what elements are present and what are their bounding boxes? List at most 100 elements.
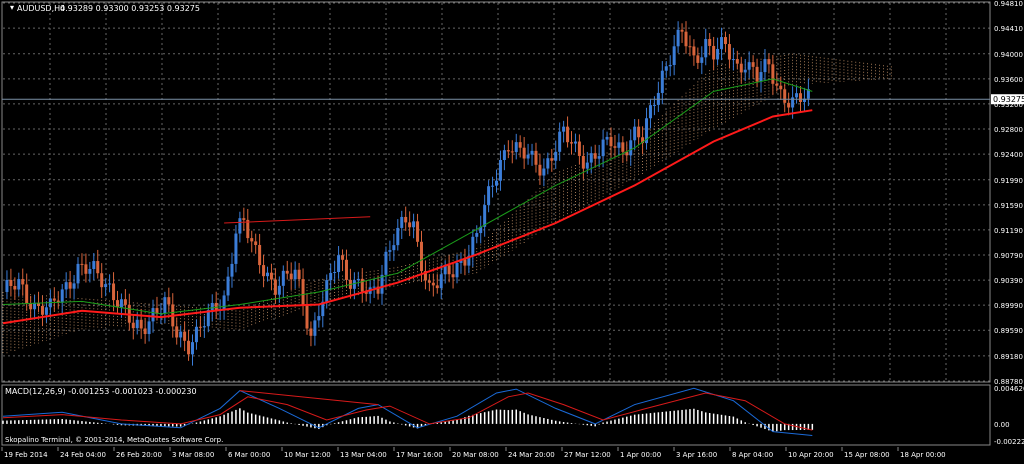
candle-body[interactable] — [491, 185, 495, 187]
candle-body[interactable] — [64, 282, 68, 290]
candle-body[interactable] — [787, 102, 791, 108]
candle-body[interactable] — [123, 299, 127, 305]
candle-body[interactable] — [277, 285, 281, 295]
candle-body[interactable] — [380, 274, 384, 294]
candle-body[interactable] — [577, 141, 581, 156]
candle-body[interactable] — [33, 302, 37, 310]
candle-body[interactable] — [329, 272, 333, 281]
candle-body[interactable] — [179, 331, 183, 338]
candle-body[interactable] — [696, 55, 700, 63]
candle-body[interactable] — [37, 302, 41, 306]
candle-body[interactable] — [234, 233, 238, 264]
candle-body[interactable] — [688, 46, 692, 48]
candle-body[interactable] — [463, 259, 467, 266]
candle-body[interactable] — [254, 241, 258, 245]
candle-body[interactable] — [5, 280, 9, 292]
candle-body[interactable] — [451, 274, 455, 278]
candle-body[interactable] — [771, 64, 775, 84]
candle-body[interactable] — [605, 136, 609, 140]
candle-body[interactable] — [305, 304, 309, 329]
candle-body[interactable] — [712, 45, 716, 60]
candle-body[interactable] — [194, 326, 198, 343]
candle-body[interactable] — [419, 241, 423, 272]
candle-body[interactable] — [427, 280, 431, 283]
candle-body[interactable] — [151, 308, 155, 322]
candle-body[interactable] — [720, 37, 724, 49]
candle-body[interactable] — [526, 154, 530, 159]
candle-body[interactable] — [206, 310, 210, 327]
candle-body[interactable] — [273, 279, 277, 295]
candle-body[interactable] — [309, 328, 313, 336]
candle-body[interactable] — [806, 89, 810, 99]
candle-body[interactable] — [704, 38, 708, 58]
candle-body[interactable] — [269, 272, 273, 280]
candle-body[interactable] — [727, 44, 731, 60]
candle-body[interactable] — [795, 93, 799, 98]
candle-body[interactable] — [739, 63, 743, 73]
candle-body[interactable] — [570, 142, 574, 144]
candle-body[interactable] — [147, 321, 151, 335]
candle-body[interactable] — [589, 153, 593, 163]
trendline-price[interactable] — [224, 216, 371, 224]
candle-body[interactable] — [573, 141, 577, 144]
chart-dropdown-icon[interactable]: ▾ — [10, 3, 14, 12]
candle-body[interactable] — [751, 62, 755, 67]
candle-body[interactable] — [341, 255, 345, 260]
candle-body[interactable] — [29, 303, 33, 310]
candle-body[interactable] — [593, 153, 597, 159]
candle-body[interactable] — [344, 259, 348, 280]
candle-body[interactable] — [601, 139, 605, 157]
candle-body[interactable] — [506, 150, 510, 152]
candle-body[interactable] — [356, 278, 360, 281]
candle-body[interactable] — [337, 255, 341, 273]
candle-body[interactable] — [242, 218, 246, 220]
candle-body[interactable] — [518, 142, 522, 148]
candle-body[interactable] — [360, 278, 364, 292]
candle-body[interactable] — [546, 158, 550, 169]
candle-body[interactable] — [431, 282, 435, 286]
candle-body[interactable] — [637, 126, 641, 138]
candle-body[interactable] — [585, 162, 589, 169]
candle-body[interactable] — [226, 276, 230, 296]
candle-body[interactable] — [289, 273, 293, 280]
candles[interactable] — [5, 21, 810, 366]
candle-body[interactable] — [258, 244, 262, 266]
candle-body[interactable] — [104, 284, 108, 288]
candle-body[interactable] — [755, 66, 759, 82]
candle-body[interactable] — [775, 83, 779, 86]
candle-body[interactable] — [115, 300, 119, 308]
candle-body[interactable] — [313, 320, 317, 336]
candle-body[interactable] — [9, 280, 13, 286]
candle-body[interactable] — [131, 322, 135, 329]
candle-body[interactable] — [198, 326, 202, 328]
candle-body[interactable] — [648, 105, 652, 119]
candle-body[interactable] — [301, 279, 305, 305]
candle-body[interactable] — [747, 62, 751, 70]
candle-body[interactable] — [597, 156, 601, 159]
candle-body[interactable] — [510, 151, 514, 153]
candle-body[interactable] — [175, 326, 179, 338]
candle-body[interactable] — [325, 280, 329, 302]
candle-body[interactable] — [664, 66, 668, 71]
candle-body[interactable] — [376, 286, 380, 294]
candle-body[interactable] — [210, 302, 214, 311]
candle-body[interactable] — [364, 291, 368, 294]
candle-body[interactable] — [550, 158, 554, 161]
candle-body[interactable] — [250, 238, 254, 242]
candle-body[interactable] — [767, 59, 771, 65]
candle-body[interactable] — [183, 331, 187, 341]
candle-body[interactable] — [155, 308, 159, 314]
candle-body[interactable] — [459, 259, 463, 263]
candle-body[interactable] — [534, 150, 538, 165]
candle-body[interactable] — [262, 265, 266, 277]
candle-body[interactable] — [408, 222, 412, 228]
candle-body[interactable] — [558, 131, 562, 152]
candle-body[interactable] — [538, 164, 542, 176]
candle-body[interactable] — [759, 72, 763, 82]
candle-body[interactable] — [404, 216, 408, 223]
candle-body[interactable] — [143, 328, 147, 335]
candle-body[interactable] — [455, 262, 459, 278]
candle-body[interactable] — [191, 342, 195, 355]
candle-body[interactable] — [40, 305, 44, 315]
candle-body[interactable] — [96, 261, 100, 274]
